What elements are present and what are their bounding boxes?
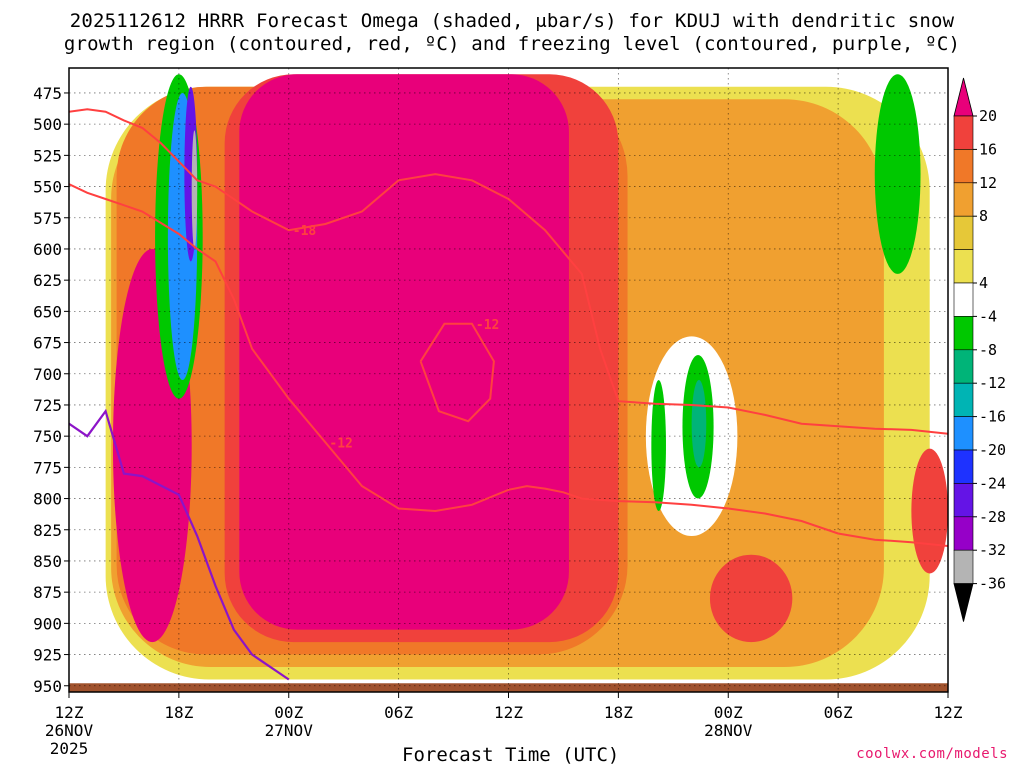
colorbar-swatch [953, 182, 974, 217]
x-axis-label: Forecast Time (UTC) [402, 744, 620, 766]
y-tick-label: 650 [33, 302, 62, 321]
colorbar-label: -28 [979, 508, 1006, 526]
colorbar-swatch [953, 215, 974, 250]
dgz-contour-label: -12 [476, 318, 499, 333]
colorbar-swatch [953, 483, 974, 518]
colorbar-swatch [953, 316, 974, 351]
x-tick-label: 00Z [274, 703, 303, 722]
x-tick-label: 27NOV [265, 721, 314, 740]
colorbar-swatch [953, 416, 974, 451]
y-tick-label: 500 [33, 115, 62, 134]
colorbar-label: -16 [979, 408, 1006, 426]
colorbar-label: 12 [979, 174, 997, 192]
x-tick-label: 12Z [55, 703, 84, 722]
colorbar-label: -36 [979, 575, 1006, 593]
y-tick-label: 825 [33, 521, 62, 540]
dgz-contour-line [69, 183, 948, 547]
chart-title-line-1: 2025112612 HRRR Forecast Omega (shaded, … [69, 10, 955, 32]
y-tick-label: 875 [33, 583, 62, 602]
y-tick-label: 675 [33, 334, 62, 353]
colorbar-label: 20 [979, 107, 997, 125]
omega-region [239, 74, 569, 630]
y-tick-label: 725 [33, 396, 62, 415]
colorbar-swatch [953, 382, 974, 417]
y-tick-label: 550 [33, 178, 62, 197]
y-tick-label: 900 [33, 614, 62, 633]
y-tick-label: 600 [33, 240, 62, 259]
y-tick-label: 925 [33, 646, 62, 665]
colorbar-label: -8 [979, 341, 997, 359]
colorbar-swatch [953, 149, 974, 184]
x-tick-label: 26NOV [45, 721, 94, 740]
dgz-contour-label: -18 [293, 224, 317, 239]
chart-title-line-2: growth region (contoured, red, ºC) and f… [63, 33, 961, 55]
colorbar-swatch [953, 115, 974, 150]
omega-region [191, 130, 198, 249]
freezing-level-line [69, 408, 290, 681]
colorbar-swatch [953, 282, 974, 317]
dgz-contour-label: -12 [329, 436, 352, 451]
ground-strip [69, 683, 948, 692]
colorbar-swatch [953, 249, 974, 284]
x-tick-label: 18Z [164, 703, 193, 722]
x-tick-label: 12Z [934, 703, 963, 722]
colorbar-label: -4 [979, 307, 997, 325]
y-tick-label: 475 [33, 84, 62, 103]
x-tick-label: 06Z [824, 703, 853, 722]
y-tick-label: 700 [33, 365, 62, 384]
x-tick-label: 06Z [384, 703, 413, 722]
x-tick-label: 2025 [50, 739, 89, 758]
y-tick-label: 800 [33, 490, 62, 509]
dgz-contour-line [419, 322, 495, 423]
y-tick-label: 525 [33, 146, 62, 165]
omega-region [709, 554, 793, 643]
colorbar-top-arrow [953, 77, 974, 117]
colorbar-label: 16 [979, 140, 997, 158]
colorbar-label: -32 [979, 541, 1006, 559]
y-tick-label: 575 [33, 209, 62, 228]
x-tick-label: 28NOV [704, 721, 753, 740]
y-tick-label: 850 [33, 552, 62, 571]
colorbar-swatch [953, 516, 974, 551]
x-tick-label: 12Z [494, 703, 523, 722]
colorbar-swatch [953, 449, 974, 484]
colorbar-swatch [953, 349, 974, 384]
omega-region [874, 74, 921, 274]
colorbar-bottom-arrow [953, 583, 974, 622]
colorbar-label: -20 [979, 441, 1006, 459]
omega-region [691, 380, 707, 468]
x-tick-label: 00Z [714, 703, 743, 722]
colorbar-label: -24 [979, 474, 1006, 492]
colorbar-label: 4 [979, 274, 988, 292]
colorbar-label: 8 [979, 207, 988, 225]
colorbar-label: -12 [979, 374, 1006, 392]
dgz-contour-line [69, 108, 948, 435]
x-tick-label: 18Z [604, 703, 633, 722]
y-tick-label: 950 [33, 677, 62, 696]
y-tick-label: 750 [33, 427, 62, 446]
credit-text[interactable]: coolwx.com/models [856, 746, 1008, 762]
colorbar-swatch [953, 549, 974, 584]
y-tick-label: 625 [33, 271, 62, 290]
omega-region [651, 380, 666, 512]
y-tick-label: 775 [33, 458, 62, 477]
